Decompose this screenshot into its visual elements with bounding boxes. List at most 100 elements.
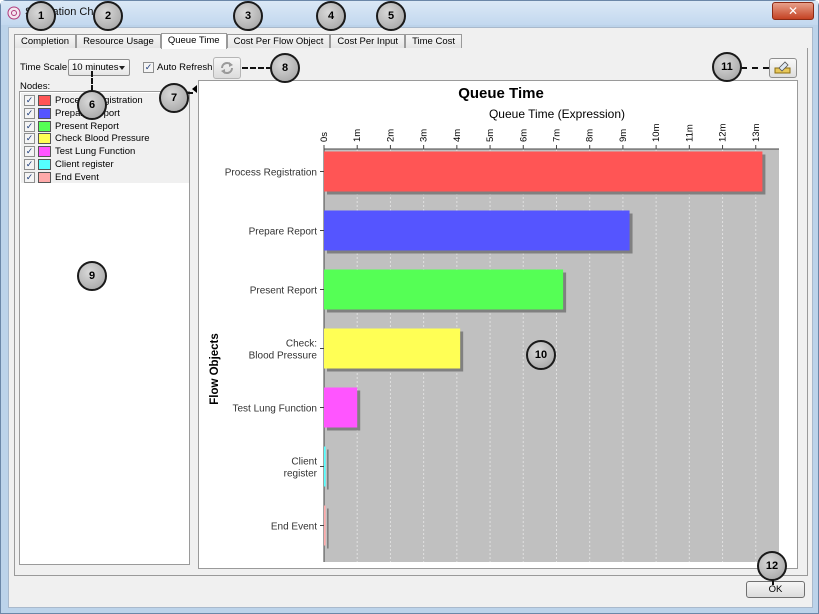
refresh-icon [221,62,233,74]
chart-title: Queue Time [458,85,544,102]
y-tick-label: Test Lung Function [233,404,318,415]
callout-4: 4 [316,1,346,31]
node-checkbox[interactable]: ✓ [24,171,35,183]
node-row[interactable]: ✓ Present Report [21,120,189,133]
node-row[interactable]: ✓ End Event [21,171,189,184]
tab-completion[interactable]: Completion [14,34,77,49]
collapse-panel-icon[interactable] [192,85,197,93]
callout-7: 7 [159,83,189,113]
x-tick-label: 13m [751,123,762,142]
bar-shadow [327,508,329,549]
node-color-swatch [38,120,51,132]
y-tick-label: register [284,469,318,480]
callout-12-leader [772,580,774,585]
node-checkbox[interactable]: ✓ [24,95,35,106]
y-axis-title: Flow Objects [209,333,221,405]
node-row[interactable]: ✓ Client register [21,158,189,171]
callout-1: 1 [26,1,56,31]
ok-button[interactable]: OK [746,581,805,598]
x-tick-label: 8m [585,129,596,142]
title-bar[interactable]: Simulation Chart ✕ [1,1,818,25]
node-checkbox[interactable]: ✓ [24,120,35,132]
dialog-body: Completion Resource Usage Queue Time Cos… [8,27,813,608]
callout-12: 12 [757,551,787,581]
y-tick-label: Prepare Report [249,227,318,238]
export-button[interactable] [769,58,797,78]
bar-shadow [327,449,329,490]
callout-8: 8 [270,53,300,83]
callout-11-leader [741,67,769,69]
callout-10: 10 [526,340,556,370]
node-color-swatch [38,95,51,106]
callout-3: 3 [233,1,263,31]
node-checkbox[interactable]: ✓ [24,159,35,170]
node-label: Present Report [55,120,119,132]
x-tick-label: 2m [385,129,396,142]
node-checkbox[interactable]: ✓ [24,133,35,145]
nodes-list: ✓ Process Registration ✓ Prepare Report ✓ Pre… [19,91,190,565]
chart-area: 0s 1m 2m 3m 4m 5m 6m 7m 8m 9m 10m 11m 12m 13m Queue Ti… [198,80,798,569]
refresh-button[interactable] [213,57,241,79]
callout-9: 9 [77,261,107,291]
x-axis-title: Queue Time (Expression) [489,107,625,121]
callout-2: 2 [93,1,123,31]
app-icon [7,6,21,20]
node-color-swatch [38,159,51,170]
node-color-swatch [38,171,51,183]
node-label: Client register [55,159,114,170]
bar [324,446,326,487]
y-tick-label: End Event [271,522,317,533]
time-scale-value: 10 minutes [72,62,119,73]
bar [324,151,763,192]
node-label: Test Lung Function [55,146,136,158]
tab-resource-usage[interactable]: Resource Usage [76,34,161,49]
time-scale-select[interactable]: 10 minutes [68,59,130,76]
x-tick-label: 6m [518,129,529,142]
tab-cost-per-input[interactable]: Cost Per Input [330,34,406,49]
tab-bar: Completion Resource Usage Queue Time Cos… [14,33,462,49]
node-row[interactable]: ✓ Check Blood Pressure [21,132,189,145]
queue-time-chart: 0s 1m 2m 3m 4m 5m 6m 7m 8m 9m 10m 11m 12m 13m Queue Ti… [209,85,779,562]
y-tick-label: Present Report [250,286,317,297]
x-tick-label: 12m [718,123,729,142]
x-tick-label: 5m [485,129,496,142]
node-checkbox[interactable]: ✓ [24,107,35,119]
close-icon: ✕ [787,4,799,18]
node-label: End Event [55,171,99,183]
callout-6-leader [91,71,93,91]
callout-6: 6 [77,90,107,120]
node-row[interactable]: ✓ Test Lung Function [21,145,189,158]
node-label: Check Blood Pressure [55,133,150,145]
time-scale-label: Time Scale: [20,62,70,73]
x-tick-label: 1m [352,129,363,142]
x-tick-label: 3m [419,129,430,142]
node-color-swatch [38,133,51,145]
x-tick-label: 7m [551,129,562,142]
tab-time-cost[interactable]: Time Cost [405,34,462,49]
bar [324,210,630,251]
node-checkbox[interactable]: ✓ [24,146,35,158]
bar [324,269,564,310]
node-color-swatch [38,146,51,158]
callout-8-leader [242,67,272,69]
y-tick-label: Client [291,457,317,468]
bar [324,505,326,546]
y-tick-label: Process Registration [225,168,317,179]
x-tick-label: 0s [319,132,330,142]
bar [324,328,461,369]
x-tick-label: 9m [618,129,629,142]
x-tick-label: 11m [684,124,695,142]
callout-5: 5 [376,1,406,31]
node-color-swatch [38,107,51,119]
tab-cost-per-flow-object[interactable]: Cost Per Flow Object [226,34,331,49]
auto-refresh-label: Auto Refresh [157,62,213,73]
y-tick-label: Blood Pressure [249,351,318,362]
callout-11: 11 [712,52,742,82]
x-tick-label: 10m [651,123,662,142]
y-tick-label: Check: [286,339,317,350]
x-tick-label: 4m [452,129,463,142]
export-icon [774,61,791,74]
auto-refresh-checkbox[interactable]: ✓ [143,62,154,73]
close-button[interactable]: ✕ [772,2,814,20]
tab-queue-time[interactable]: Queue Time [160,33,227,49]
